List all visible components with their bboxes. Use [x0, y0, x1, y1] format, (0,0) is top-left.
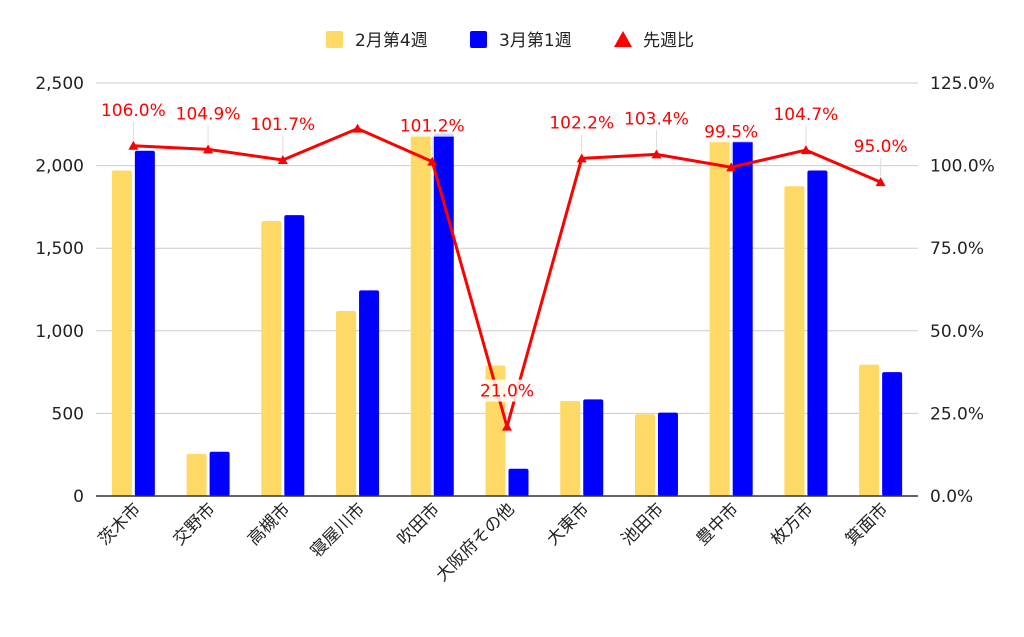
ratio-marker — [352, 123, 363, 133]
y-left-tick-label: 1,000 — [35, 322, 84, 342]
data-label: 101.7% — [250, 115, 315, 135]
bar — [433, 133, 454, 497]
bar — [583, 399, 604, 496]
data-label-bg — [769, 103, 842, 126]
legend-label: 3月第1週 — [499, 31, 572, 51]
category-label: 大阪府その他 — [432, 499, 518, 585]
ratio-marker — [726, 162, 737, 172]
grid-layer — [96, 82, 918, 414]
line-layer — [128, 123, 886, 431]
data-label: 104.9% — [176, 104, 241, 124]
ratio-marker — [502, 421, 512, 431]
bar — [859, 364, 880, 496]
bar — [560, 401, 581, 496]
category-label: 高槻市 — [244, 499, 294, 549]
data-label: 104.7% — [773, 105, 838, 125]
y-left-tick-label: 1,500 — [35, 239, 84, 259]
data-label: 99.5% — [704, 122, 758, 142]
data-label: 102.2% — [549, 113, 614, 133]
legend-item: 3月第1週 — [470, 31, 572, 51]
bar — [882, 372, 903, 496]
bar — [732, 140, 753, 496]
bar — [410, 134, 431, 496]
bar — [784, 186, 805, 496]
data-label: 21.0% — [480, 382, 534, 402]
bar — [508, 468, 529, 496]
y-right-tick-label: 75.0% — [930, 239, 984, 259]
bar — [634, 414, 655, 496]
bar — [657, 412, 678, 496]
legend: 2月第4週 3月第1週 先週比 — [326, 31, 694, 51]
data-label: 106.0% — [101, 101, 166, 121]
bars-layer — [111, 133, 903, 497]
legend-label: 先週比 — [643, 31, 694, 51]
y-right-tick-label: 50.0% — [930, 322, 984, 342]
bar — [111, 170, 132, 496]
bar — [807, 170, 828, 496]
ratio-marker — [203, 144, 214, 154]
category-label: 池田市 — [618, 499, 668, 549]
category-label: 吹田市 — [394, 499, 444, 549]
bar — [284, 215, 305, 496]
y-left-tick-label: 2,000 — [35, 157, 84, 177]
bar — [709, 139, 730, 496]
legend-label: 2月第4週 — [355, 31, 428, 51]
category-label: 箕面市 — [842, 499, 892, 549]
y-left-tick-label: 500 — [52, 404, 84, 424]
ratio-marker — [427, 156, 438, 166]
y-left-tick-label: 0 — [73, 487, 84, 507]
legend-swatch — [614, 31, 632, 47]
y-right-tick-label: 100.0% — [930, 157, 995, 177]
y-left-tick-label: 2,500 — [35, 74, 84, 94]
data-label-bg — [844, 135, 917, 158]
bar — [336, 310, 357, 496]
category-label: 茨木市 — [95, 499, 145, 549]
category-label: 交野市 — [169, 499, 219, 549]
bar — [261, 220, 282, 496]
bar — [359, 290, 380, 496]
data-label-bg — [97, 98, 170, 121]
data-label-bg — [396, 114, 469, 137]
ratio-marker — [277, 154, 288, 164]
bar — [186, 453, 207, 496]
data-label-bg — [471, 379, 543, 402]
legend-swatch — [326, 31, 343, 48]
legend-swatch — [470, 31, 487, 48]
bar — [209, 451, 230, 496]
legend-item: 2月第4週 — [326, 31, 428, 51]
data-label: 101.2% — [400, 117, 465, 137]
data-label: 103.4% — [624, 109, 689, 129]
category-label: 枚方市 — [767, 499, 817, 549]
data-label-bg — [246, 112, 319, 135]
y-right-tick-label: 0.0% — [930, 487, 973, 507]
category-label: 大東市 — [543, 499, 593, 549]
category-label: 豊中市 — [693, 499, 743, 549]
data-label-bg — [620, 107, 693, 130]
y-right-tick-label: 125.0% — [930, 74, 995, 94]
bar — [134, 150, 155, 496]
ratio-marker — [128, 140, 139, 150]
ratio-marker — [651, 149, 662, 159]
category-label: 寝屋川市 — [306, 499, 369, 562]
legend-item: 先週比 — [614, 31, 694, 51]
ratio-marker — [875, 177, 886, 187]
ratio-marker — [576, 153, 587, 163]
data-label-bg — [695, 120, 768, 143]
data-label-bg — [545, 111, 618, 134]
data-label-bg — [172, 102, 245, 125]
y-right-tick-label: 25.0% — [930, 404, 984, 424]
labels-layer: 106.0% 104.9% 101.7% 101.2% 21.0% 102.2% 103.4… — [97, 98, 917, 421]
ratio-marker — [800, 145, 811, 155]
data-label: 95.0% — [854, 137, 908, 157]
